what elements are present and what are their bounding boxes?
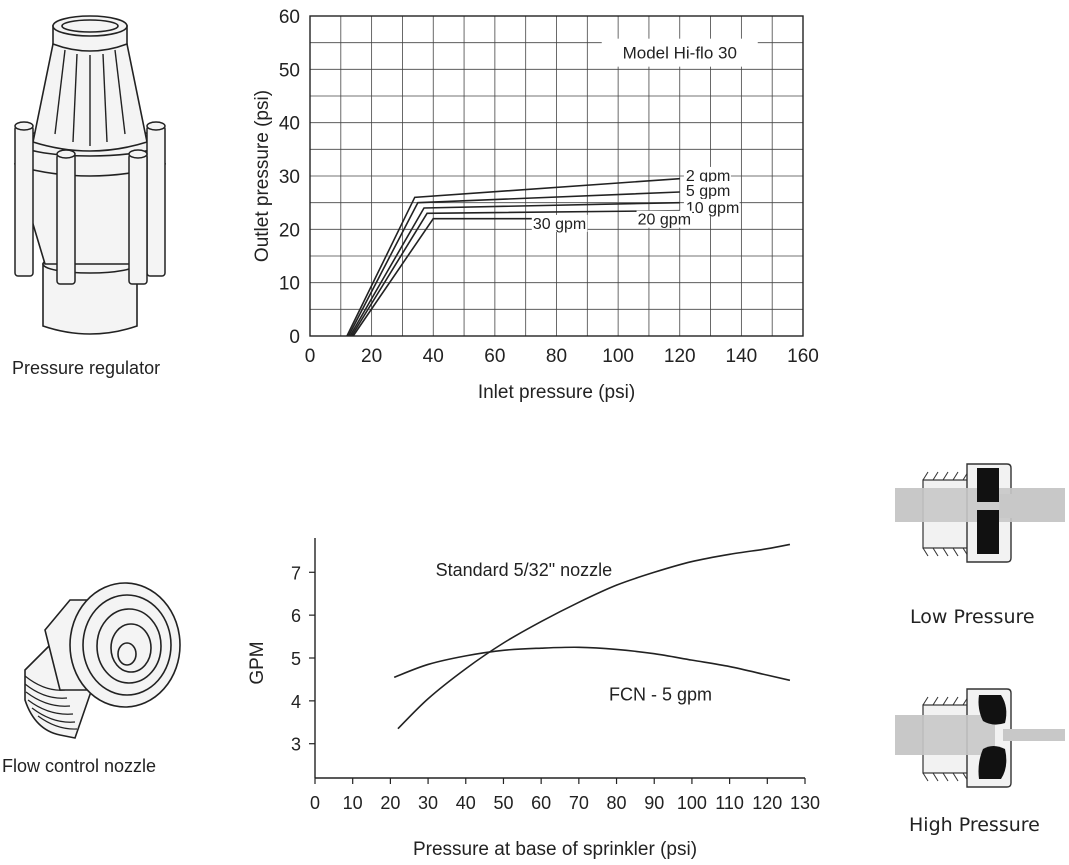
x-tick-label: 130: [790, 793, 820, 813]
y-tick-label: 40: [279, 114, 300, 135]
x-axis-label: Pressure at base of sprinkler (psi): [413, 839, 697, 860]
x-tick-label: 50: [493, 793, 513, 813]
x-tick-label: 30: [418, 793, 438, 813]
y-axis-label: Outlet pressure (psi): [252, 90, 273, 262]
high-pressure-nozzle-section: [895, 688, 1065, 788]
series-label: 10 gpm: [686, 200, 739, 217]
series-label: FCN - 5 gpm: [609, 684, 712, 704]
x-tick-label: 60: [484, 346, 505, 367]
y-axis-label: GPM: [247, 641, 268, 684]
x-tick-label: 110: [715, 793, 744, 813]
y-tick-label: 60: [279, 7, 300, 28]
plot-frame: [309, 15, 804, 337]
series-label: Standard 5/32" nozzle: [436, 560, 613, 580]
x-tick-label: 40: [423, 346, 444, 367]
series-label: 5 gpm: [686, 183, 730, 200]
y-tick-label: 50: [279, 60, 300, 81]
x-tick-label: 100: [602, 346, 634, 367]
series-line: [397, 543, 791, 730]
x-tick-label: 80: [546, 346, 567, 367]
x-tick-label: 100: [677, 793, 707, 813]
x-tick-label: 0: [310, 793, 320, 813]
series-label-background: [683, 198, 740, 216]
series-label-background: [683, 166, 731, 184]
flow-control-nozzle-illustration: [24, 582, 181, 739]
y-tick-label: 7: [291, 563, 301, 583]
outlet-pressure-chart: 0 20 40 60 80 100 120 140 160 0 10 20 30 40 50 60 Inlet …: [252, 7, 819, 403]
series-label: 30 gpm: [533, 216, 586, 233]
series-label: 20 gpm: [638, 212, 691, 229]
y-tick-label: 30: [279, 167, 300, 188]
y-tick-label: 6: [291, 606, 301, 626]
x-tick-label: 70: [569, 793, 589, 813]
series-line: [347, 191, 680, 337]
x-tick-label: 10: [343, 793, 363, 813]
x-tick-label: 0: [305, 346, 316, 367]
series-line: [346, 177, 680, 337]
x-tick-label: 120: [664, 346, 696, 367]
y-tick-label: 10: [279, 274, 300, 295]
series-label-background: [683, 181, 731, 199]
x-tick-label: 40: [456, 793, 476, 813]
x-tick-label: 140: [726, 346, 758, 367]
series-line: [350, 209, 680, 337]
low-pressure-caption: Low Pressure: [910, 606, 1035, 628]
x-tick-label: 60: [531, 793, 551, 813]
chart-annotation: Model Hi-flo 30: [623, 44, 737, 63]
series-label: 2 gpm: [686, 168, 730, 185]
high-pressure-caption: High Pressure: [909, 814, 1040, 836]
gpm-pressure-chart: 0 10 20 30 40 50 60 70 80 90 100 110 120 130 3 4 5 6 7 Pres…: [247, 538, 820, 860]
x-tick-label: 20: [361, 346, 382, 367]
x-tick-label: 90: [644, 793, 664, 813]
series-line: [352, 217, 557, 337]
x-tick-label: 160: [787, 346, 819, 367]
x-axis-label: Inlet pressure (psi): [478, 382, 635, 403]
pressure-regulator-caption: Pressure regulator: [12, 358, 161, 378]
x-tick-label: 80: [607, 793, 627, 813]
x-tick-label: 120: [752, 793, 782, 813]
annotation-background: [601, 38, 758, 67]
y-tick-label: 0: [289, 327, 300, 348]
series-label-background: [636, 210, 693, 228]
low-pressure-nozzle-section: [895, 463, 1065, 563]
y-tick-label: 4: [291, 692, 301, 712]
series-line: [349, 201, 680, 337]
y-tick-label: 20: [279, 220, 300, 241]
series-label-background: [531, 214, 588, 232]
flow-control-nozzle-caption: Flow control nozzle: [2, 756, 157, 776]
series-line: [393, 646, 791, 682]
x-tick-label: 20: [380, 793, 400, 813]
y-tick-label: 3: [291, 735, 301, 755]
y-tick-label: 5: [291, 649, 301, 669]
pressure-regulator-illustration: [13, 15, 167, 335]
